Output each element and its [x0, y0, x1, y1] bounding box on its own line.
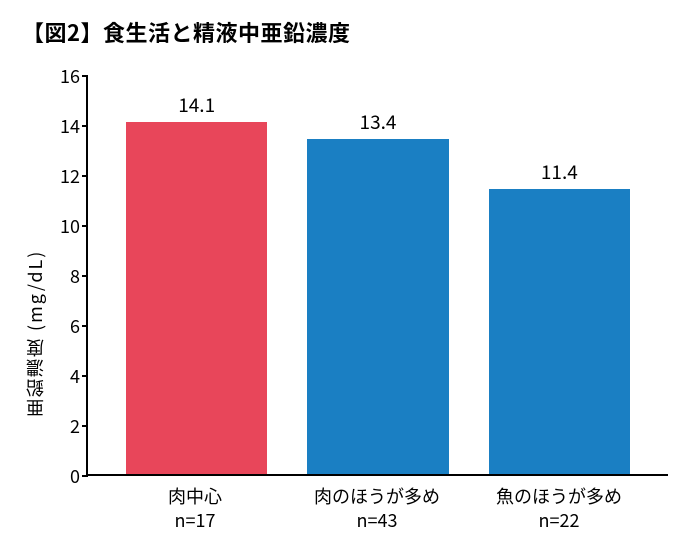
- y-tick-label: 10: [60, 213, 80, 239]
- bars-group: 14.1 13.4 11.4: [88, 76, 668, 474]
- x-axis-labels: 肉中心n=17肉のほうが多めn=43魚のほうが多めn=22: [86, 480, 668, 538]
- y-tick-label: 8: [70, 263, 80, 289]
- y-tick-label: 0: [70, 463, 80, 489]
- bar-value-label: 14.1: [178, 91, 215, 118]
- x-tick-label: 肉のほうが多めn=43: [286, 480, 468, 538]
- x-tick-label-line1: 魚のほうが多め: [468, 484, 650, 508]
- bar: [489, 189, 630, 474]
- y-tick-mark: [82, 375, 88, 377]
- bar: [307, 139, 448, 474]
- y-tick-label: 12: [60, 163, 80, 189]
- x-tick-label: 魚のほうが多めn=22: [468, 480, 650, 538]
- y-tick-mark: [82, 275, 88, 277]
- y-tick-label: 4: [70, 363, 80, 389]
- y-tick-mark: [82, 175, 88, 177]
- x-tick-label-line2: n=43: [286, 508, 468, 532]
- bar-column: 14.1: [106, 76, 287, 474]
- y-tick-mark: [82, 475, 88, 477]
- plot: 14.113.411.4 肉中心n=17肉のほうが多めn=43魚のほうが多めn=…: [86, 58, 676, 538]
- y-tick-mark: [82, 425, 88, 427]
- x-tick-label-line1: 肉中心: [104, 484, 286, 508]
- y-tick-label: 16: [60, 63, 80, 89]
- y-tick-label: 6: [70, 313, 80, 339]
- y-tick-label: 2: [70, 413, 80, 439]
- chart-title: 【図2】食生活と精液中亜鉛濃度: [22, 16, 676, 48]
- y-axis-label: 亜鉛濃度 (mg/dL): [20, 58, 48, 538]
- bar-value-label: 11.4: [541, 158, 578, 185]
- chart-container: 亜鉛濃度 (mg/dL) 0246810121416 14.113.411.4 …: [20, 58, 676, 538]
- y-axis: 0 2 4 6 8 10 12 14 16: [48, 58, 86, 538]
- x-tick-label-line2: n=22: [468, 508, 650, 532]
- y-tick-mark: [82, 125, 88, 127]
- bar-column: 13.4: [287, 76, 468, 474]
- y-tick-mark: [82, 75, 88, 77]
- y-tick-label: 14: [60, 113, 80, 139]
- bar-value-label: 13.4: [360, 108, 397, 135]
- plot-area: 14.1 13.4 11.4: [86, 76, 668, 476]
- y-tick-mark: [82, 325, 88, 327]
- bar-column: 11.4: [469, 76, 650, 474]
- x-tick-label: 肉中心n=17: [104, 480, 286, 538]
- x-tick-label-line1: 肉のほうが多め: [286, 484, 468, 508]
- y-tick-mark: [82, 225, 88, 227]
- x-tick-label-line2: n=17: [104, 508, 286, 532]
- bar: [126, 122, 267, 475]
